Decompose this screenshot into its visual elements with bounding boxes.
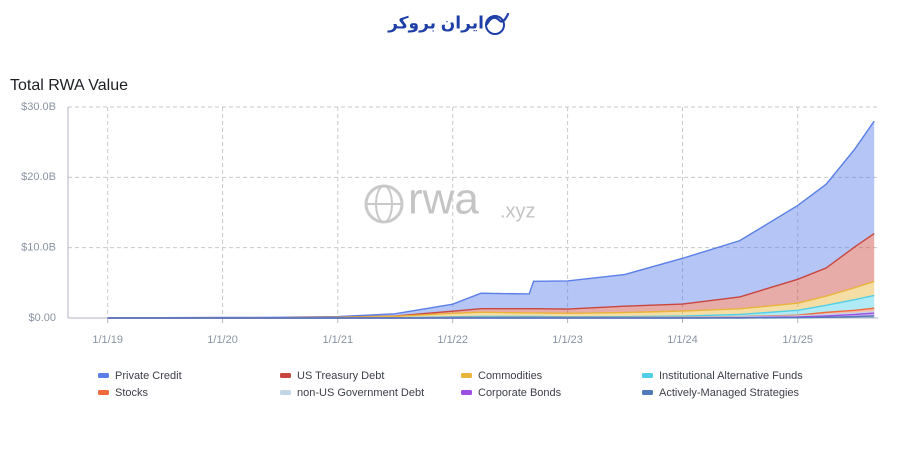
x-tick-label: 1/1/23	[552, 334, 583, 346]
area-fill	[107, 121, 875, 318]
area-line	[107, 315, 875, 319]
x-tick-label: 1/1/19	[92, 334, 123, 346]
legend-label: Actively-Managed Strategies	[659, 387, 800, 399]
legend-swatch	[642, 373, 653, 378]
watermark-globe	[364, 184, 404, 224]
watermark-text: rwa	[408, 175, 479, 224]
watermark: rwa .xyz	[364, 175, 536, 224]
legend-swatch	[98, 390, 109, 395]
logo-text: ایران بروکر	[387, 13, 484, 33]
logo-ring	[485, 15, 505, 35]
legend-swatch	[461, 390, 472, 395]
x-tick-label: 1/1/24	[667, 334, 698, 346]
y-tick-label: $20.0B	[21, 171, 56, 183]
legend-label: Corporate Bonds	[478, 387, 562, 399]
watermark-suffix: .xyz	[500, 200, 536, 222]
logo-icon	[485, 12, 510, 26]
legend-swatch	[461, 373, 472, 378]
x-tick-label: 1/1/25	[782, 334, 813, 346]
y-tick-label: $30.0B	[21, 101, 56, 113]
chart-title: Total RWA Value	[10, 77, 128, 94]
x-tick-label: 1/1/21	[322, 334, 353, 346]
legend-swatch	[280, 373, 291, 378]
legend-swatch	[98, 373, 109, 378]
x-tick-label: 1/1/20	[207, 334, 238, 346]
logo: ایران بروکر	[387, 12, 510, 35]
legend-label: US Treasury Debt	[297, 370, 384, 382]
legend-label: Private Credit	[115, 370, 182, 382]
areas	[107, 120, 875, 319]
legend-label: Commodities	[478, 370, 543, 382]
y-tick-label: $10.0B	[21, 242, 56, 254]
x-tick-label: 1/1/22	[437, 334, 468, 346]
watermark-globe-lines	[375, 185, 393, 223]
legend-swatch	[642, 390, 653, 395]
legend-label: Institutional Alternative Funds	[659, 370, 803, 382]
legend-label: Stocks	[115, 387, 149, 399]
legend-label: non-US Government Debt	[297, 387, 424, 399]
y-tick-label: $0.00	[28, 312, 56, 324]
legend-swatch	[280, 390, 291, 395]
